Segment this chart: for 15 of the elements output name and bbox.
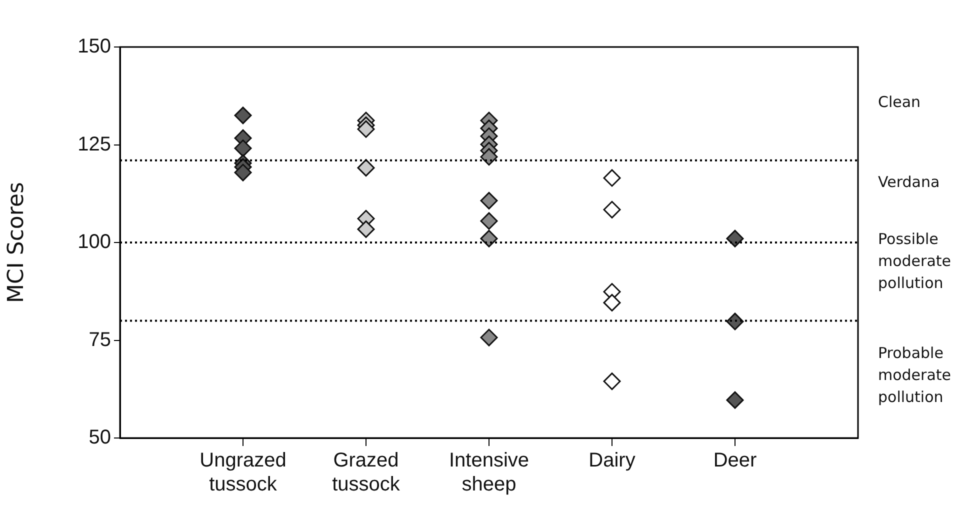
x-tick-label: Ungrazed tussock	[200, 450, 286, 496]
text: Verdana	[878, 172, 940, 191]
y-tick-label: 150	[78, 36, 111, 58]
x-tick-label: Dairy	[588, 450, 636, 472]
x-tick-label: Deer	[713, 450, 758, 472]
x-tick-label: Grazed tussock	[332, 450, 401, 496]
text: Clean	[878, 92, 921, 111]
y-axis-title: MCI Scores	[4, 182, 29, 303]
y-tick-label: 50	[88, 426, 111, 449]
x-tick-label: Intensive sheep	[448, 450, 530, 496]
text: Possible moderate pollution	[878, 230, 952, 292]
text: Probable moderate pollution	[878, 344, 952, 406]
y-tick-label: 75	[88, 328, 111, 351]
y-tick-label: 125	[78, 133, 111, 156]
y-tick-label: 100	[78, 231, 111, 254]
